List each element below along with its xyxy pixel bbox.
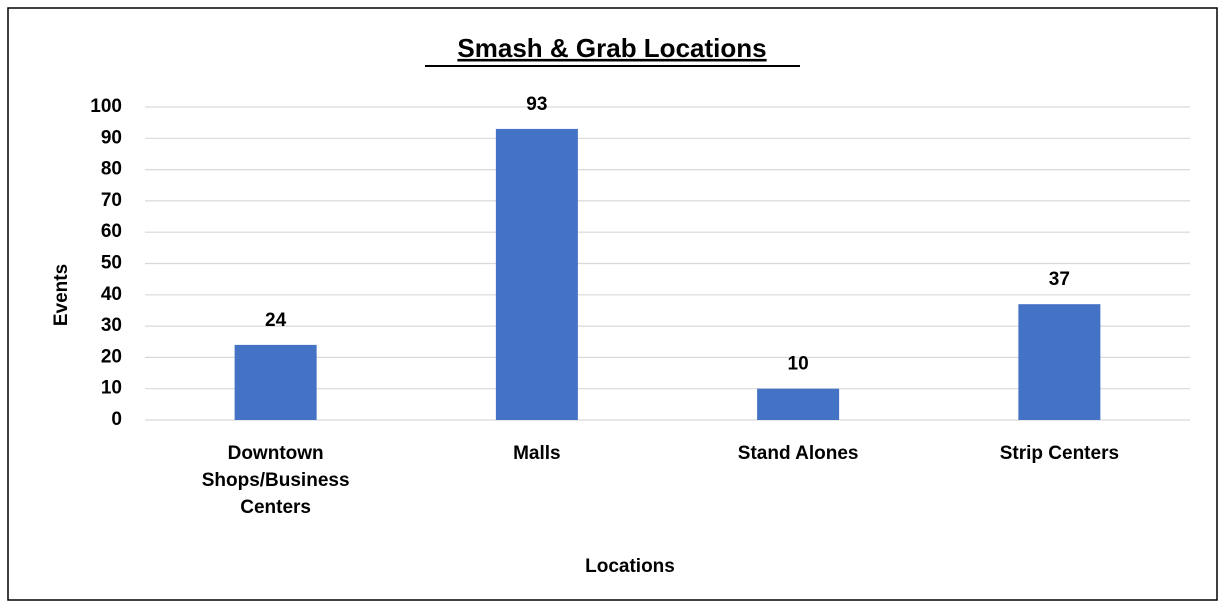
y-tick-label: 10 [101,378,122,399]
bar [757,388,840,420]
y-tick-label: 30 [101,315,122,336]
x-tick-label: Malls [513,443,561,464]
data-label: 10 [788,354,809,375]
x-tick-label: Strip Centers [999,443,1120,464]
y-tick-label: 90 [101,127,122,148]
y-tick-label: 60 [101,221,122,242]
y-tick-label: 20 [101,346,122,367]
x-axis-label: Locations [585,556,675,577]
y-tick-label: 100 [90,96,122,117]
y-tick-label: 70 [101,190,122,211]
x-tick-label: Downtown Shops/Business Centers [201,443,350,518]
y-tick-label: 50 [101,253,122,274]
bar [234,344,317,420]
y-axis-label: Events [51,264,72,326]
data-label: 24 [265,310,287,331]
bar [495,128,578,420]
x-tick-label: Stand Alones [737,443,859,464]
data-label: 93 [526,94,547,115]
chart-title: Smash & Grab Locations [457,33,766,63]
data-label: 37 [1049,269,1070,290]
y-tick-label: 40 [101,284,122,305]
y-tick-label: 0 [111,409,122,430]
bar [1018,304,1101,420]
y-tick-label: 80 [101,159,122,180]
